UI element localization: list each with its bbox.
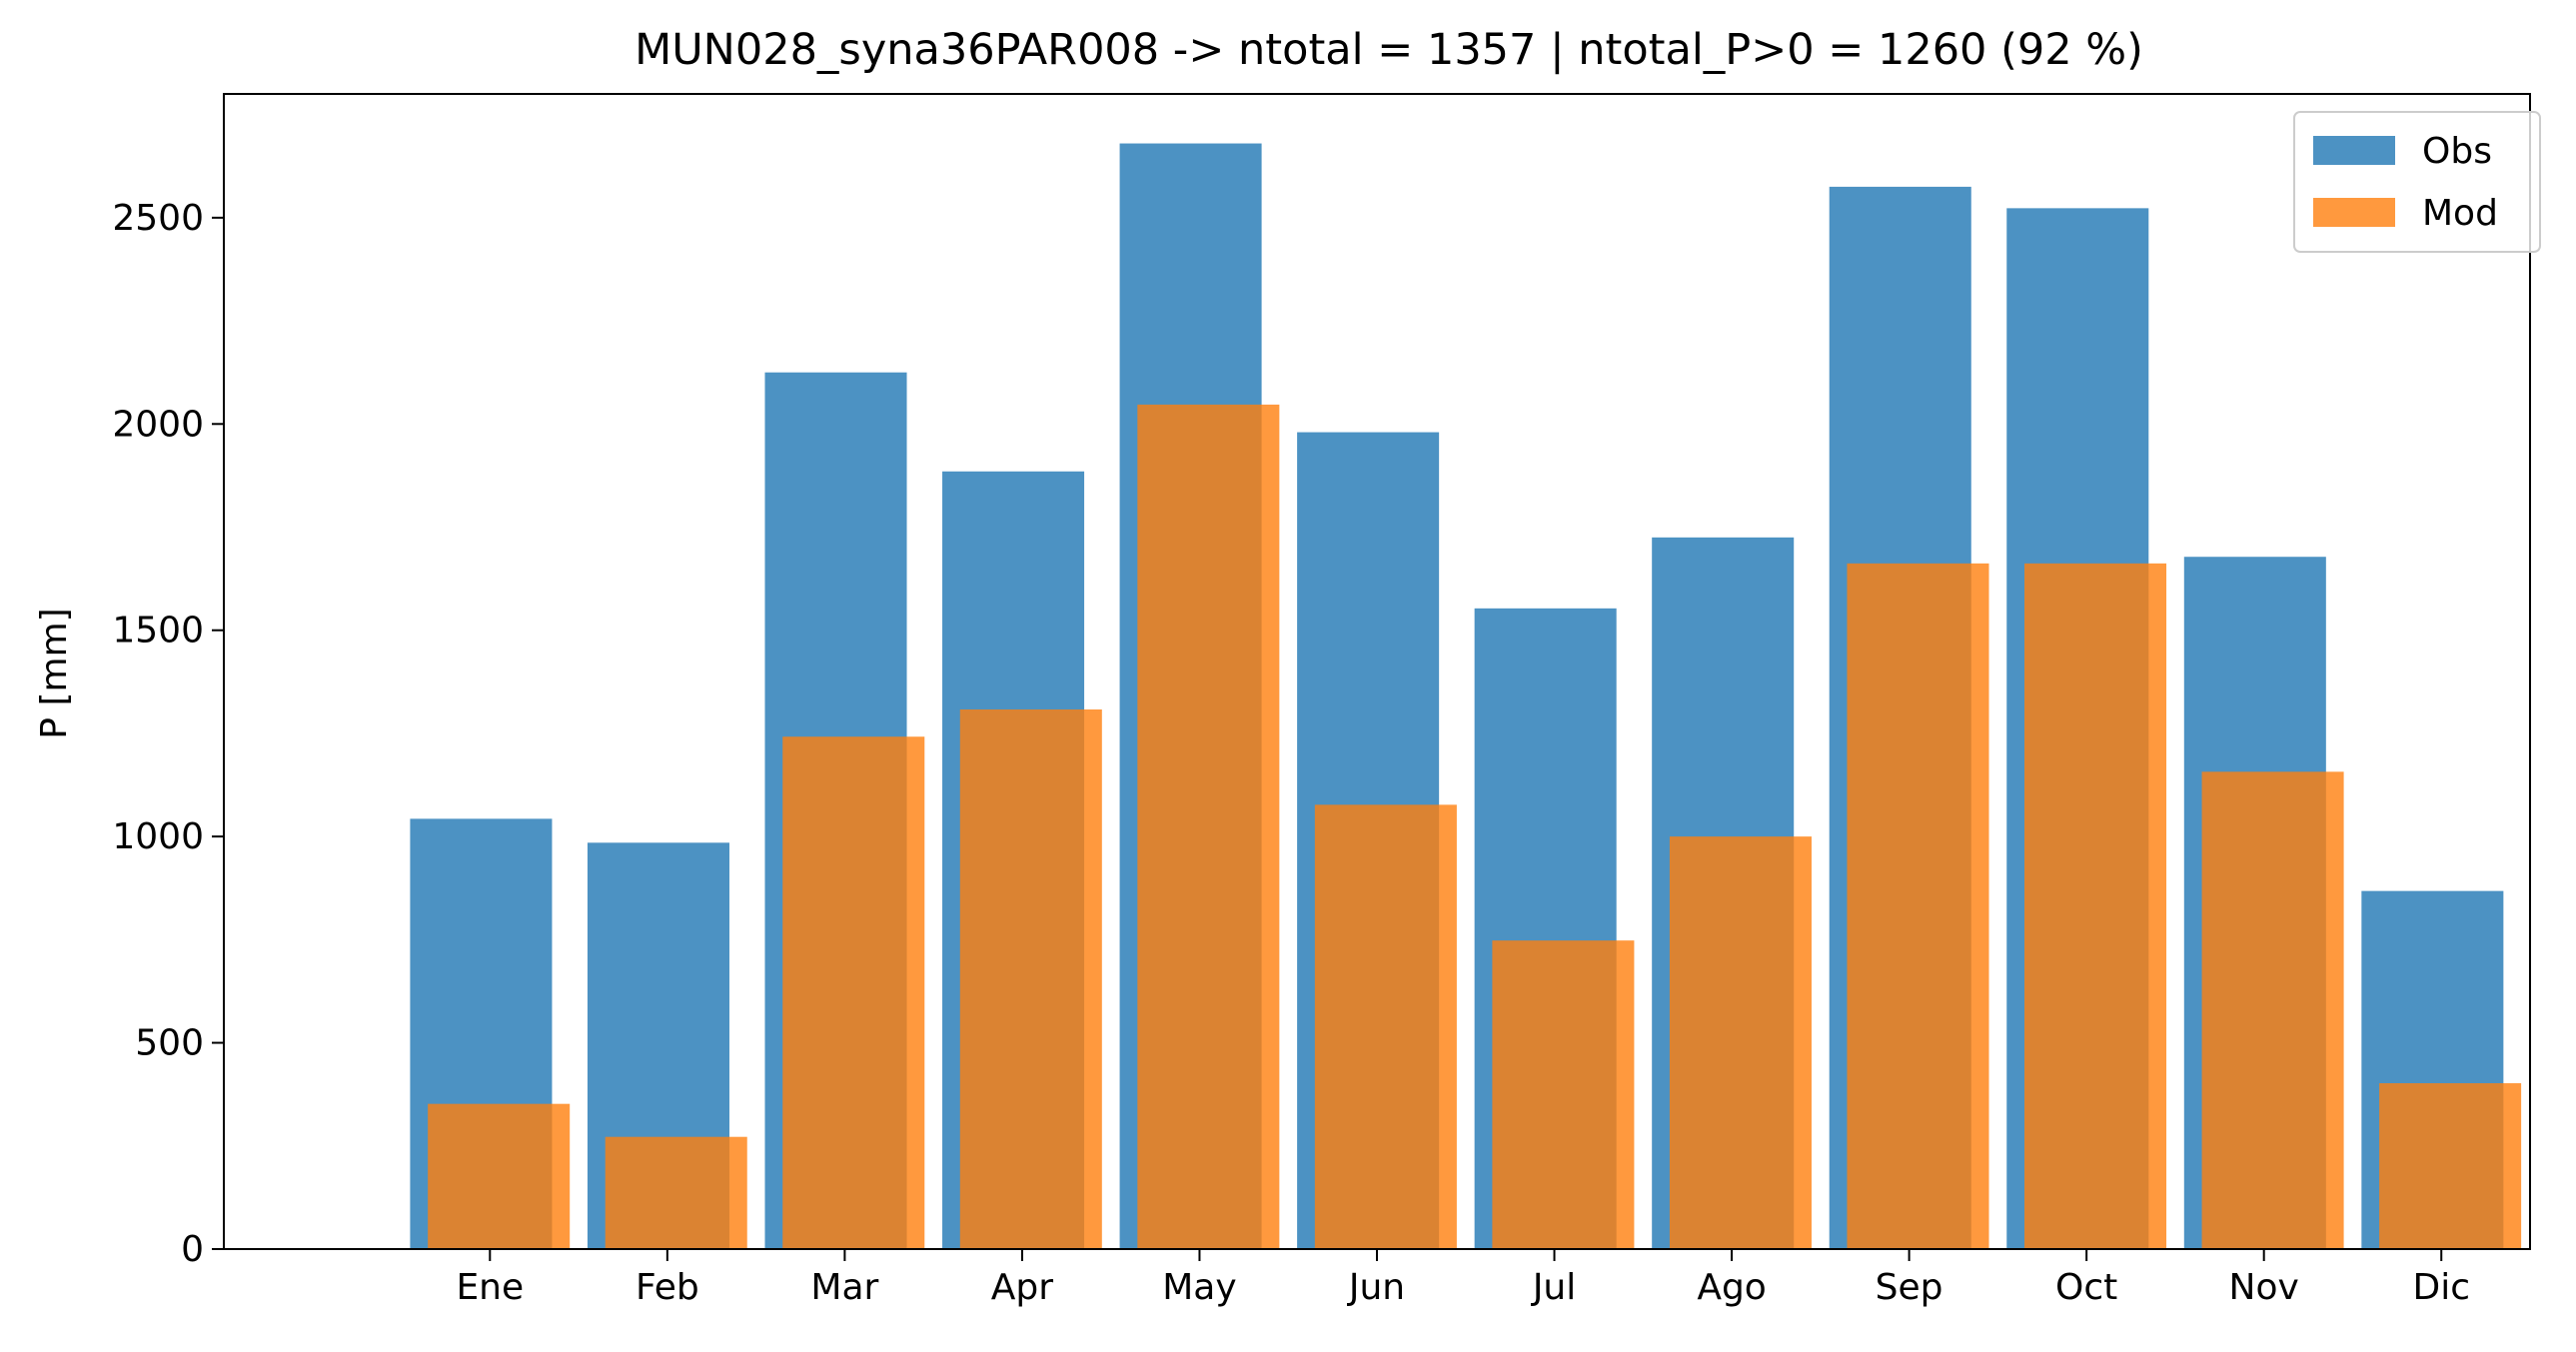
bar-mod-ago: [1669, 836, 1812, 1249]
x-tick-label: Feb: [636, 1267, 699, 1308]
x-tick-label: Ene: [456, 1267, 524, 1308]
bar-mod-may: [1137, 404, 1280, 1249]
x-tick-label: Jul: [1531, 1267, 1576, 1308]
bar-mod-apr: [959, 708, 1102, 1249]
bar-mod-oct: [2024, 563, 2167, 1249]
x-tick-label: Jun: [1347, 1267, 1405, 1308]
x-tick-label: Sep: [1876, 1267, 1943, 1308]
x-tick-label: Oct: [2055, 1267, 2117, 1308]
x-tick-label: Apr: [991, 1267, 1053, 1308]
bar-mod-sep: [1847, 563, 1989, 1249]
legend-label-obs: Obs: [2422, 131, 2492, 172]
bars-layer: [410, 143, 2522, 1250]
bar-mod-jun: [1314, 804, 1457, 1249]
legend: Obs Mod: [2293, 111, 2541, 253]
legend-box: [2293, 111, 2541, 253]
x-axis: Ene Feb Mar Apr May Jun Jul Ago Sep Oct Nov Dic: [456, 1249, 2470, 1308]
y-tick-label: 1000: [112, 816, 204, 857]
bar-mod-ene: [428, 1103, 571, 1249]
bar-mod-feb: [605, 1136, 747, 1249]
legend-label-mod: Mod: [2422, 193, 2498, 234]
y-axis-label: P [mm]: [34, 608, 75, 738]
bar-mod-dic: [2379, 1083, 2522, 1249]
x-tick-label: Ago: [1697, 1267, 1767, 1308]
x-tick-label: Nov: [2229, 1267, 2299, 1308]
y-tick-label: 2500: [112, 198, 204, 239]
x-tick-label: Dic: [2412, 1267, 2470, 1308]
y-tick-label: 1500: [112, 611, 204, 652]
y-tick-label: 2000: [112, 404, 204, 445]
y-tick-label: 500: [135, 1023, 204, 1064]
y-tick-label: 0: [181, 1229, 204, 1270]
bar-mod-jul: [1492, 940, 1635, 1249]
x-tick-label: May: [1162, 1267, 1236, 1308]
bar-mod-nov: [2201, 771, 2344, 1249]
legend-swatch-obs: [2313, 136, 2395, 165]
bar-mod-mar: [782, 736, 925, 1249]
chart-title: MUN028_syna36PAR008 -> ntotal = 1357 | n…: [635, 25, 2143, 75]
legend-swatch-mod: [2313, 198, 2395, 227]
plot-area-frame: [223, 93, 2531, 1250]
x-tick-label: Mar: [810, 1267, 878, 1308]
y-axis: 0 500 1000 1500 2000 2500: [112, 198, 224, 1270]
